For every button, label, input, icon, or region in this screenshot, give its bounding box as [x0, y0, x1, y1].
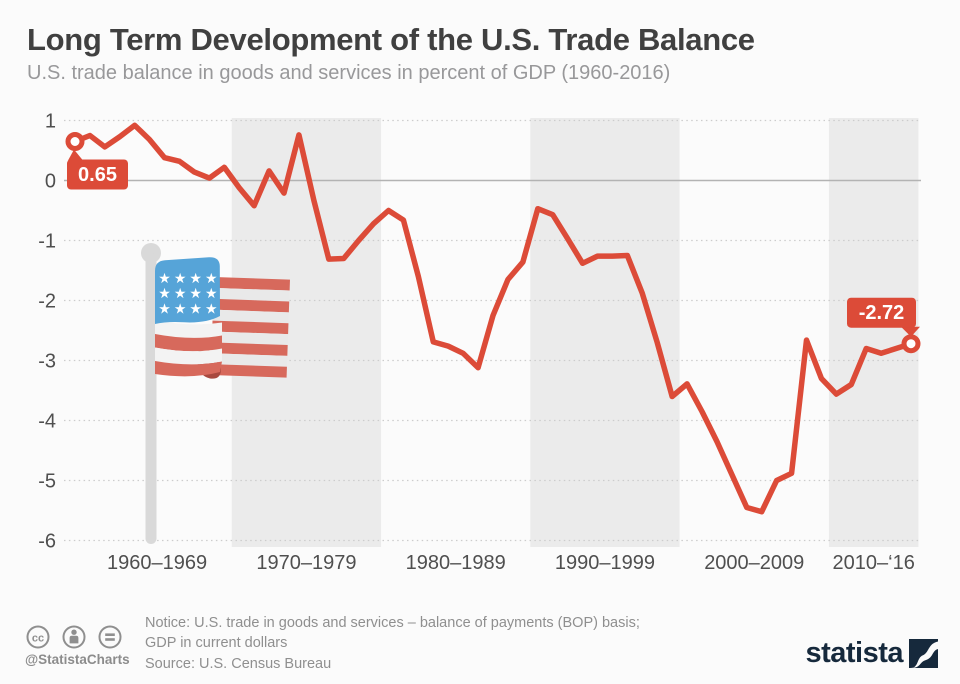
statista-wordmark: statista	[805, 637, 903, 669]
y-tick-label: 1	[45, 111, 56, 133]
flag-star: ★	[158, 271, 171, 287]
flag-right-stripes	[210, 277, 290, 378]
flag-star: ★	[189, 301, 202, 317]
flag-canton	[155, 257, 220, 324]
y-tick-label: -6	[38, 531, 56, 553]
x-axis-label: 1960–1969	[107, 552, 207, 574]
attribution-icon[interactable]	[62, 625, 86, 649]
flag-star: ★	[189, 271, 202, 287]
flag-star: ★	[189, 286, 202, 302]
y-axis: 1 0 -1 -2 -3 -4 -5 -6	[38, 111, 56, 553]
x-axis: 1960–1969 1970–1979 1980–1989 1990–1999 2000…	[107, 552, 915, 574]
equal-icon[interactable]	[98, 625, 122, 649]
data-line	[65, 122, 921, 515]
x-axis-label: 2010–‘16	[833, 552, 915, 574]
flag-star: ★	[174, 271, 187, 287]
flag-stars: ★ ★ ★ ★★ ★ ★ ★★ ★ ★ ★	[158, 271, 217, 317]
notice-line-1: Notice: U.S. trade in goods and services…	[145, 615, 640, 631]
flag-star: ★	[205, 271, 218, 287]
x-axis-label: 1990–1999	[555, 552, 655, 574]
start-point-marker	[65, 132, 85, 151]
badge-pointer	[68, 149, 83, 161]
chart-notice: Notice: U.S. trade in goods and services…	[145, 613, 640, 653]
flag-star: ★	[174, 286, 187, 302]
flag-left-stripes	[155, 320, 222, 377]
y-tick-label: -2	[38, 291, 56, 313]
cc-icon[interactable]: cc	[26, 625, 50, 649]
x-axis-label: 2000–2009	[704, 552, 804, 574]
svg-text:cc: cc	[32, 633, 44, 645]
end-point-marker	[901, 334, 921, 354]
value-badge-label: 0.65	[78, 164, 117, 186]
decade-bands	[231, 118, 919, 547]
cc-license-icons[interactable]: cc	[26, 624, 126, 650]
statista-charts-handle: @StatistaCharts	[25, 652, 130, 667]
statista-brand[interactable]: statista	[805, 639, 938, 668]
y-tick-label: -4	[38, 411, 56, 433]
x-axis-label: 1980–1989	[406, 552, 506, 574]
value-badges: 0.65 -2.72	[67, 149, 920, 337]
page-subtitle: U.S. trade balance in goods and services…	[27, 62, 671, 84]
y-tick-label: -1	[38, 231, 56, 253]
us-flag-illustration: ★ ★ ★ ★★ ★ ★ ★★ ★ ★ ★	[141, 243, 290, 544]
page-title: Long Term Development of the U.S. Trade …	[27, 22, 755, 57]
statista-logo-mark	[909, 639, 938, 668]
y-tick-label: 0	[45, 171, 56, 193]
flag-star: ★	[158, 301, 171, 317]
flag-star: ★	[174, 301, 187, 317]
value-badge	[847, 297, 916, 328]
flag-star: ★	[158, 286, 171, 302]
y-tick-label: -3	[38, 351, 56, 373]
decade-band	[828, 118, 919, 547]
badge-pointer	[901, 326, 920, 337]
flag-star: ★	[205, 286, 218, 302]
trade-balance-series-line	[72, 122, 914, 515]
y-tick-label: -5	[38, 471, 56, 493]
value-badge	[67, 159, 128, 190]
value-badge-label: -2.72	[859, 302, 905, 324]
source-line: Source: U.S. Census Bureau	[145, 656, 332, 672]
notice-line-2: GDP in current dollars	[145, 635, 288, 651]
decade-band	[530, 118, 680, 547]
flagpole	[145, 253, 157, 544]
flag-star: ★	[205, 301, 218, 317]
x-axis-label: 1970–1979	[256, 552, 356, 574]
